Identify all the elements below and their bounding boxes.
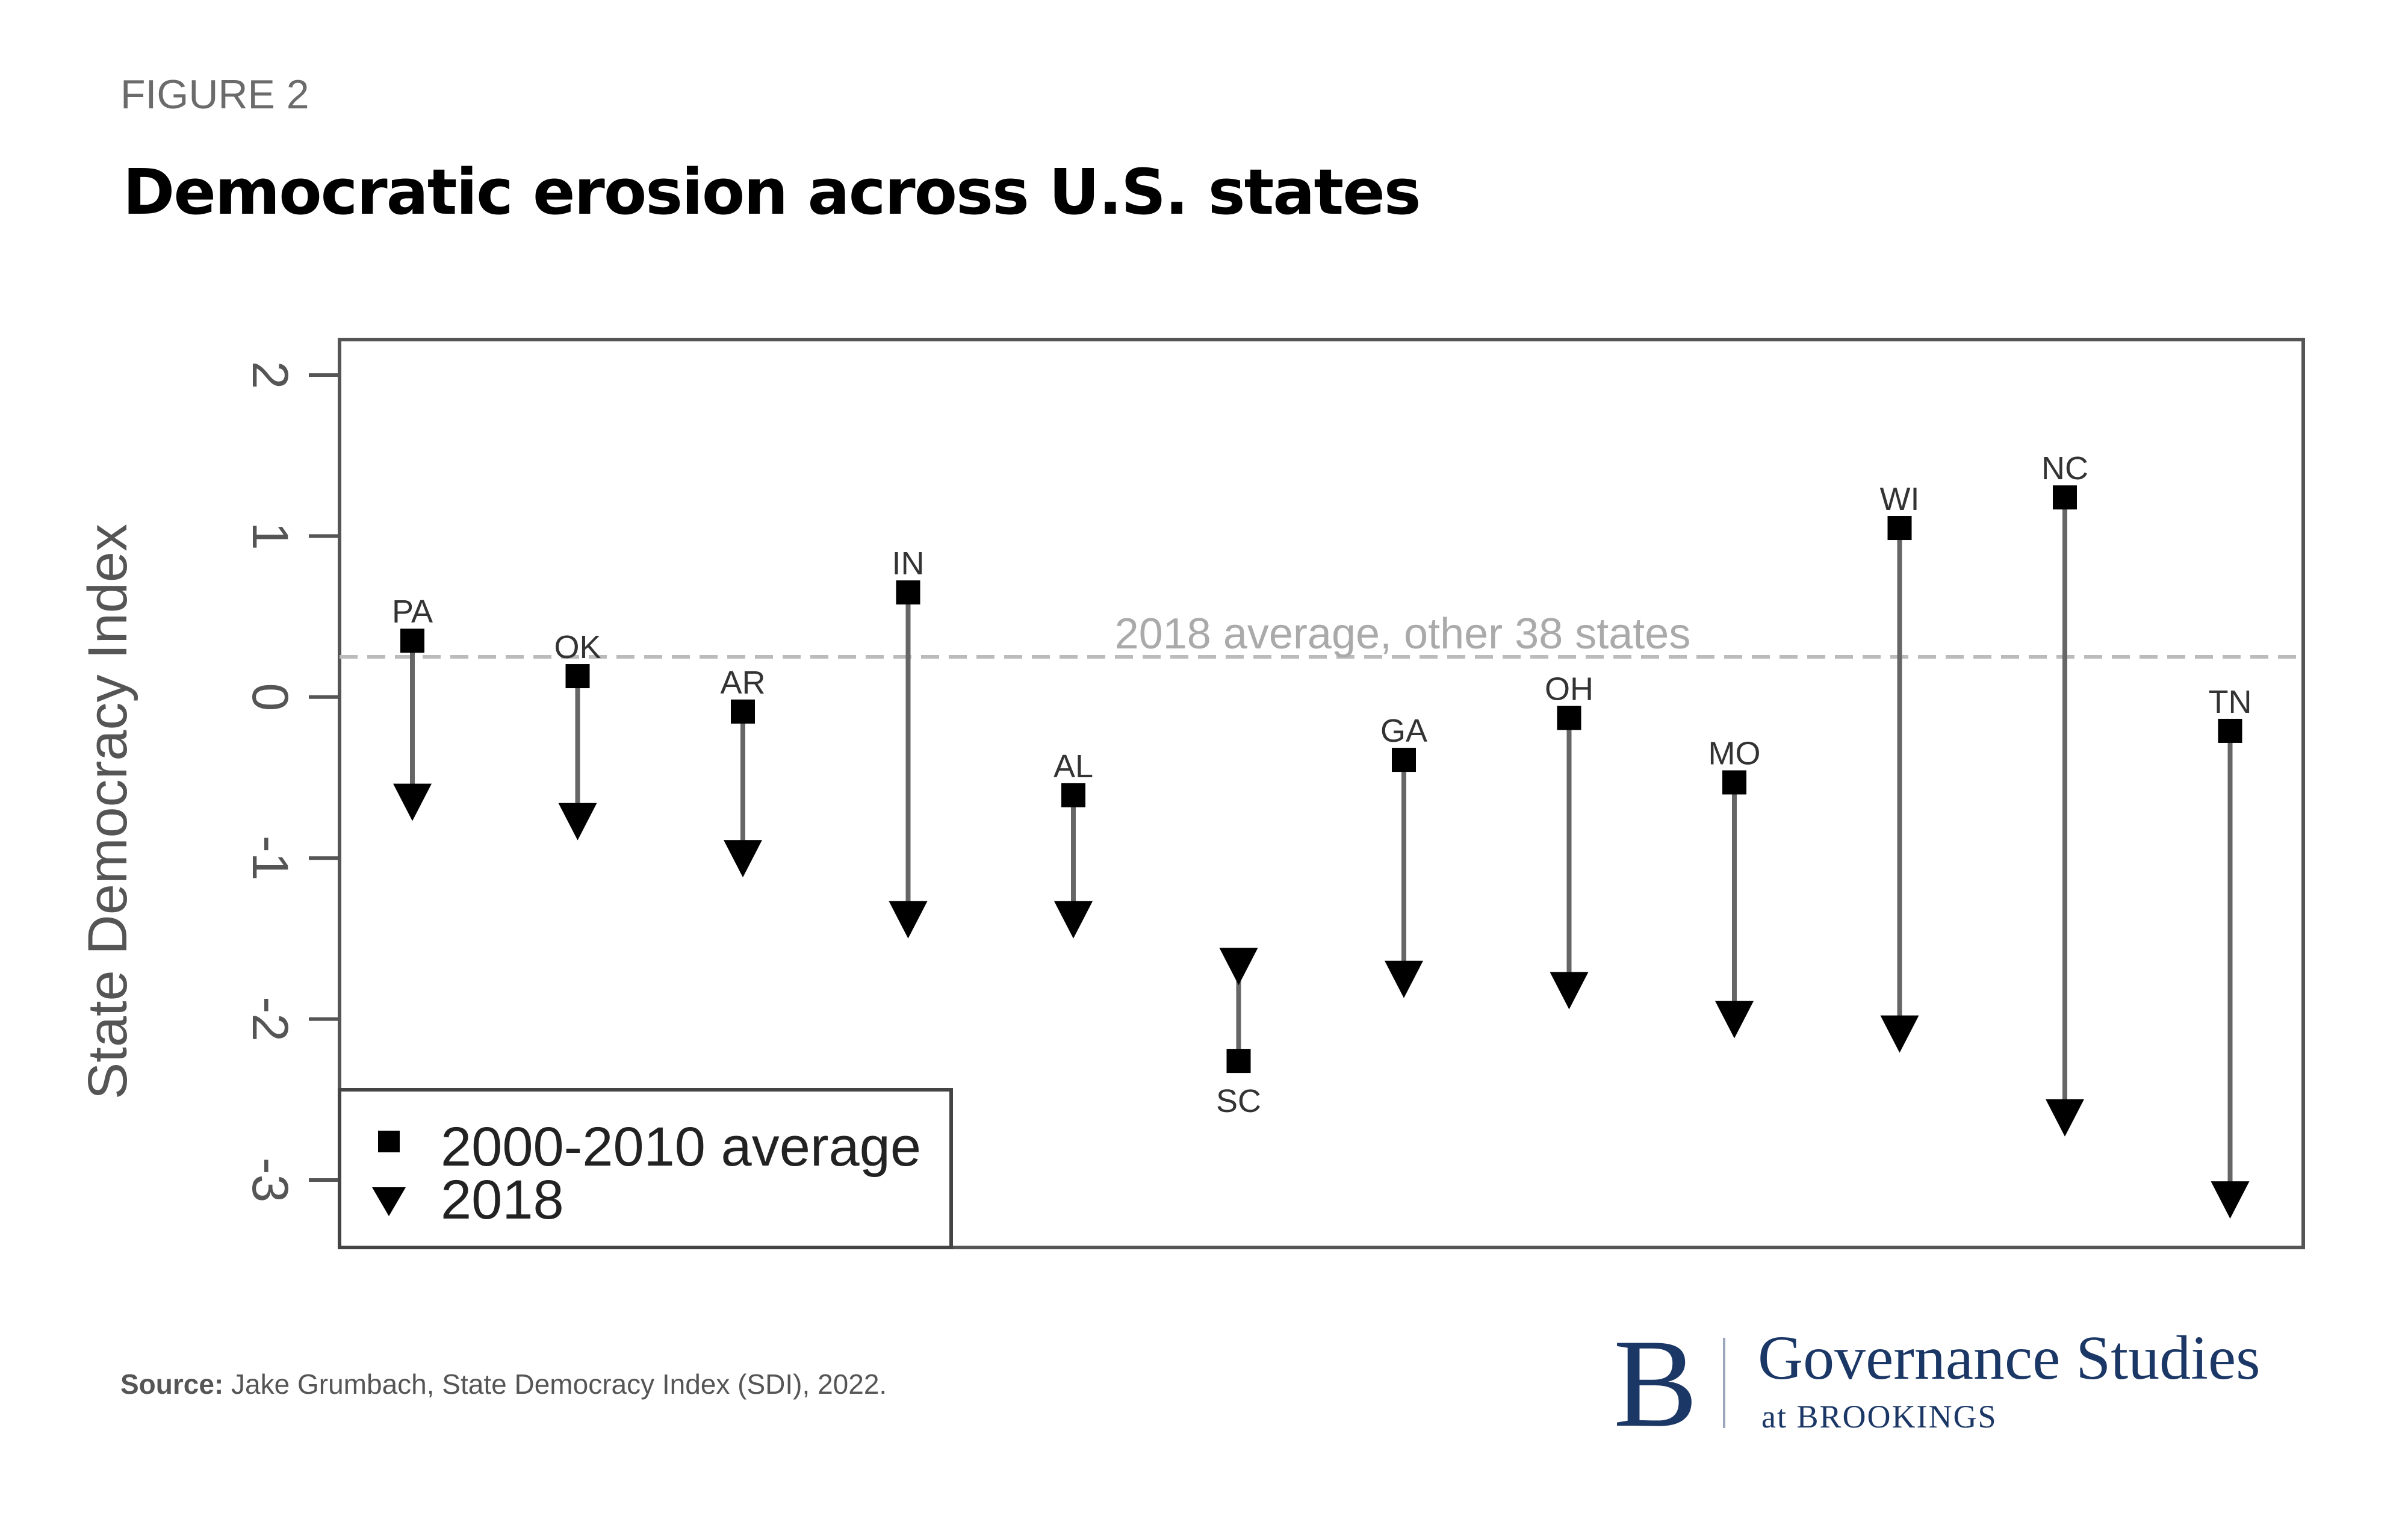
state-label: AR <box>720 665 765 701</box>
marker-2000-2010 <box>896 580 920 604</box>
state-label: MO <box>1708 736 1761 772</box>
y-tick-label: -3 <box>242 1158 299 1203</box>
reference-line-label: 2018 average, other 38 states <box>1115 610 1691 658</box>
marker-2018 <box>2046 1099 2084 1137</box>
y-tick-label: 0 <box>242 683 299 711</box>
state-label: PA <box>392 594 433 630</box>
source-note: Source: Jake Grumbach, State Democracy I… <box>120 1368 887 1400</box>
marker-2000-2010 <box>1392 748 1416 772</box>
marker-2000-2010 <box>1557 706 1581 730</box>
logo-name: Governance Studies <box>1758 1323 2261 1393</box>
marker-2000-2010 <box>2053 485 2077 510</box>
state-label: GA <box>1380 713 1427 749</box>
marker-2000-2010 <box>1226 1049 1251 1073</box>
marker-2000-2010 <box>400 629 424 653</box>
marker-2000-2010 <box>1887 516 1912 541</box>
plot-frame <box>338 338 2305 1249</box>
logo-sub: at BROOKINGS <box>1761 1399 1997 1435</box>
marker-2000-2010 <box>1061 783 1085 807</box>
marker-2018 <box>393 783 432 821</box>
marker-2018 <box>1880 1015 1919 1053</box>
source-label: Source: <box>120 1368 224 1400</box>
marker-2018 <box>1219 948 1258 986</box>
marker-2018 <box>1054 901 1093 939</box>
chart-title: Democratic erosion across U.S. states <box>123 155 1421 229</box>
state-label: OH <box>1545 671 1593 707</box>
state-label: NC <box>2041 450 2088 486</box>
y-axis-label: State Democracy Index <box>77 524 138 1099</box>
state-label: AL <box>1054 748 1093 784</box>
marker-2000-2010 <box>565 664 590 689</box>
state-label: OK <box>554 629 601 665</box>
marker-2018 <box>1550 972 1589 1010</box>
y-tick-label: 2 <box>242 361 299 390</box>
legend-label: 2000-2010 average <box>441 1116 921 1178</box>
marker-2000-2010 <box>2218 718 2242 743</box>
marker-2018 <box>2211 1181 2250 1219</box>
logo-divider <box>1723 1338 1725 1428</box>
source-text: Jake Grumbach, State Democracy Index (SD… <box>223 1368 887 1400</box>
state-label: WI <box>1880 481 1920 517</box>
marker-2018 <box>724 840 762 878</box>
legend-triangle-icon <box>372 1187 406 1216</box>
marker-2000-2010 <box>1722 770 1746 795</box>
legend-square-icon <box>378 1131 400 1152</box>
marker-2018 <box>1715 1001 1754 1039</box>
brookings-logo-mark: B <box>1613 1314 1698 1453</box>
state-label: TN <box>2209 684 2252 720</box>
marker-2018 <box>558 803 597 840</box>
marker-2018 <box>1385 960 1423 998</box>
legend-label: 2018 <box>441 1169 564 1231</box>
figure-label: FIGURE 2 <box>120 72 309 117</box>
state-label: SC <box>1216 1083 1261 1119</box>
legend-box <box>338 1088 953 1249</box>
y-tick-label: -1 <box>242 836 299 881</box>
marker-2018 <box>889 901 928 939</box>
marker-2000-2010 <box>731 699 755 724</box>
y-tick-label: -2 <box>242 996 299 1042</box>
y-tick-label: 1 <box>242 522 299 550</box>
state-label: IN <box>892 545 925 582</box>
